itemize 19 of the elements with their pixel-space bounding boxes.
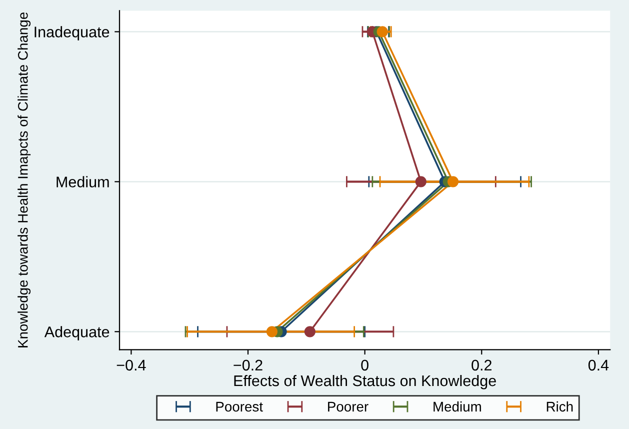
x-tick-label: 0.4 — [588, 360, 609, 371]
y-tick-label: Inadequate — [34, 26, 110, 40]
legend-label: Poorest — [216, 402, 263, 412]
legend-label: Medium — [434, 401, 481, 412]
x-tick-label: −0.2 — [234, 360, 262, 371]
y-tick-label: Medium — [56, 176, 109, 188]
y-tick-label: Adequate — [44, 326, 110, 340]
x-tick-label: −0.4 — [116, 360, 146, 371]
x-tick-label: 0.2 — [472, 360, 492, 371]
legend-label: Poorer — [328, 402, 368, 412]
point — [376, 26, 388, 38]
x-axis-title: Effects of Wealth Status on Knowledge — [234, 374, 496, 390]
point — [447, 176, 459, 188]
point — [304, 326, 316, 338]
point — [415, 176, 426, 188]
y-axis-title: Knowledge towards Health Imapcts of Climate Change — [18, 12, 31, 348]
point — [266, 326, 278, 338]
x-tick-label: 0 — [361, 360, 368, 371]
legend-label: Rich — [546, 401, 573, 412]
